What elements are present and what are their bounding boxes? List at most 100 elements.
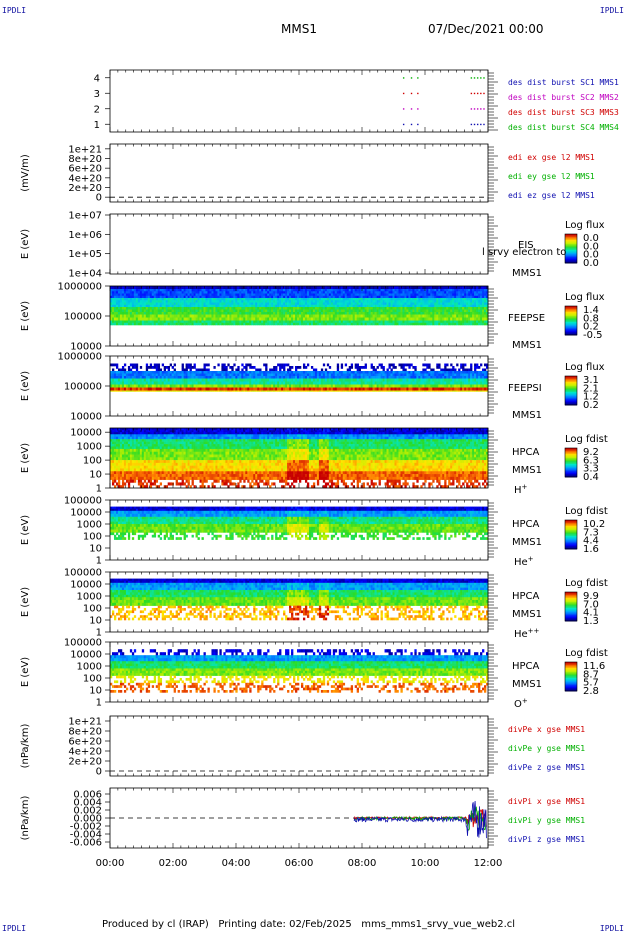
heatmap-cell — [442, 322, 445, 326]
heatmap-cell — [215, 322, 218, 326]
heatmap-cell — [161, 320, 165, 324]
heatmap-cell — [326, 378, 330, 382]
heatmap-cell — [259, 378, 262, 382]
heatmap-cell — [219, 390, 222, 392]
heatmap-cell — [362, 304, 365, 308]
heatmap-cell — [418, 312, 421, 315]
heatmap-cell — [271, 295, 274, 299]
heatmap-cell — [135, 317, 139, 321]
heatmap-cell — [318, 384, 322, 388]
heatmap-cell — [476, 307, 479, 310]
heatmap-cell — [255, 373, 258, 377]
heatmap-cell — [320, 378, 324, 382]
heatmap-cell — [332, 286, 336, 290]
heatmap-cell — [372, 295, 375, 299]
heatmap-cell — [249, 363, 252, 367]
heatmap-cell — [143, 387, 147, 391]
heatmap-cell — [396, 312, 399, 315]
heatmap-cell — [324, 320, 328, 324]
heatmap-cell — [374, 286, 377, 290]
heatmap-cell — [211, 298, 214, 301]
heatmap-cell — [243, 317, 246, 321]
heatmap-cell — [169, 309, 172, 313]
heatmap-cell — [279, 291, 282, 294]
heatmap-cell — [219, 304, 222, 308]
heatmap-cell — [199, 286, 202, 290]
heatmap-cell — [167, 322, 170, 326]
heatmap-cell — [438, 322, 441, 326]
heatmap-cell — [233, 302, 236, 306]
burst-point — [417, 77, 419, 79]
heatmap-cell — [320, 300, 324, 303]
heatmap-cell — [147, 322, 151, 326]
colorbar-frame — [564, 233, 578, 264]
heatmap-cell — [213, 291, 216, 294]
heatmap-cell — [336, 293, 340, 297]
heatmap-cell — [239, 381, 242, 385]
heatmap-cell — [173, 309, 176, 313]
heatmap-cell — [133, 384, 137, 388]
heatmap-cell — [302, 309, 306, 313]
heatmap-cell — [133, 322, 137, 326]
heatmap-cell — [271, 371, 274, 374]
heatmap-cell — [221, 295, 224, 299]
heatmap-cell — [151, 373, 155, 377]
heatmap-cell — [133, 295, 137, 299]
heatmap-cell — [338, 298, 342, 301]
heatmap-cell — [223, 300, 226, 303]
heatmap-cell — [430, 317, 433, 321]
heatmap-cell — [474, 293, 477, 297]
heatmap-cell — [271, 291, 274, 294]
heatmap-cell — [233, 291, 236, 294]
heatmap-cell — [458, 304, 461, 308]
heatmap-cell — [249, 373, 252, 377]
heatmap-cell — [153, 289, 157, 292]
heatmap-cell — [115, 320, 119, 324]
heatmap-cell — [249, 300, 252, 303]
heatmap-cell — [392, 289, 395, 292]
heatmap-cell — [402, 304, 405, 308]
heatmap-cell — [450, 317, 453, 321]
heatmap-cell — [324, 376, 328, 379]
heatmap-cell — [153, 387, 157, 391]
heatmap-cell — [111, 302, 115, 306]
heatmap-cell — [165, 366, 168, 369]
heatmap-cell — [448, 317, 451, 321]
heatmap-cell — [169, 298, 172, 301]
heatmap-cell — [458, 312, 461, 315]
heatmap-cell — [213, 304, 216, 308]
heatmap-cell — [332, 298, 336, 301]
heatmap-cell — [436, 295, 439, 299]
heatmap-cell — [350, 293, 354, 297]
heatmap-cell — [273, 368, 276, 372]
heatmap-cell — [302, 291, 306, 294]
heatmap-cell — [199, 378, 202, 382]
burst-point — [470, 123, 473, 126]
heatmap-cell — [468, 322, 471, 326]
heatmap-cell — [237, 378, 240, 382]
heatmap-cell — [241, 309, 244, 313]
heatmap-cell — [215, 298, 218, 301]
heatmap-cell — [291, 291, 294, 294]
heatmap-cell — [261, 384, 264, 388]
heatmap-cell — [251, 366, 254, 369]
heatmap-cell — [143, 317, 147, 321]
heatmap-cell — [147, 293, 151, 297]
heatmap-cell — [253, 295, 256, 299]
heatmap-cell — [348, 322, 352, 326]
heatmap-cell — [394, 307, 397, 310]
heatmap-cell — [225, 320, 228, 324]
heatmap-cell — [470, 314, 473, 318]
heatmap-cell — [111, 371, 115, 374]
heatmap-cell — [400, 307, 403, 310]
heatmap-cell — [147, 307, 151, 310]
heatmap-cell — [472, 295, 475, 299]
heatmap-cell — [211, 378, 214, 382]
heatmap-cell — [316, 295, 320, 299]
heatmap-cell — [249, 302, 252, 306]
heatmap-cell — [111, 384, 115, 388]
heatmap-cell — [472, 314, 475, 318]
heatmap-cell — [322, 371, 326, 374]
heatmap-cell — [318, 373, 322, 377]
heatmap-cell — [297, 376, 300, 379]
